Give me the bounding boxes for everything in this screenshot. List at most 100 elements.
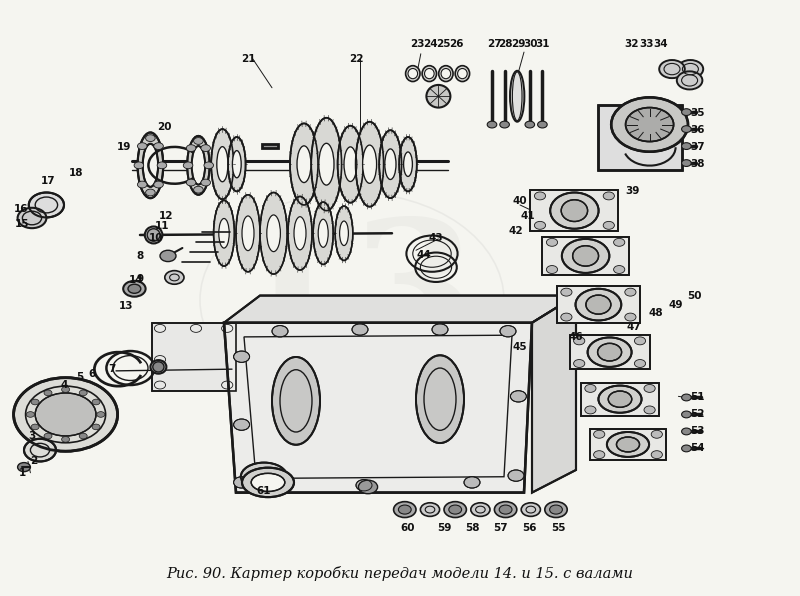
Ellipse shape bbox=[214, 200, 234, 266]
Ellipse shape bbox=[422, 66, 437, 82]
Circle shape bbox=[550, 505, 562, 514]
Circle shape bbox=[499, 505, 512, 514]
Ellipse shape bbox=[187, 136, 210, 195]
Text: 40: 40 bbox=[513, 196, 527, 206]
Text: 17: 17 bbox=[41, 176, 55, 186]
Ellipse shape bbox=[379, 131, 402, 198]
Bar bbox=[262, 144, 278, 148]
Circle shape bbox=[534, 221, 546, 229]
Circle shape bbox=[183, 162, 193, 169]
Circle shape bbox=[644, 384, 655, 392]
Text: 7: 7 bbox=[108, 364, 116, 374]
Ellipse shape bbox=[272, 357, 320, 445]
Circle shape bbox=[678, 60, 703, 78]
Circle shape bbox=[625, 288, 636, 296]
Ellipse shape bbox=[217, 147, 228, 182]
Bar bbox=[581, 383, 659, 415]
Circle shape bbox=[352, 324, 368, 335]
Circle shape bbox=[546, 266, 558, 274]
Text: 60: 60 bbox=[401, 523, 415, 533]
Circle shape bbox=[682, 428, 691, 435]
Text: 29: 29 bbox=[511, 39, 526, 49]
Circle shape bbox=[432, 324, 448, 335]
Text: 42: 42 bbox=[509, 226, 523, 236]
Ellipse shape bbox=[426, 85, 450, 108]
Circle shape bbox=[574, 337, 585, 345]
Ellipse shape bbox=[318, 143, 334, 185]
Circle shape bbox=[651, 430, 662, 438]
Bar bbox=[581, 383, 659, 415]
Circle shape bbox=[29, 193, 64, 218]
Text: 58: 58 bbox=[465, 523, 479, 533]
Ellipse shape bbox=[608, 391, 632, 407]
Circle shape bbox=[603, 192, 614, 200]
Circle shape bbox=[157, 162, 166, 169]
Circle shape bbox=[682, 394, 691, 401]
Ellipse shape bbox=[362, 145, 377, 184]
Ellipse shape bbox=[404, 152, 413, 176]
Ellipse shape bbox=[406, 66, 420, 82]
Text: 13: 13 bbox=[226, 212, 478, 388]
Circle shape bbox=[508, 470, 524, 482]
Circle shape bbox=[464, 477, 480, 488]
Ellipse shape bbox=[617, 437, 639, 452]
Circle shape bbox=[534, 192, 546, 200]
Circle shape bbox=[35, 393, 96, 436]
Ellipse shape bbox=[562, 239, 610, 273]
Circle shape bbox=[421, 503, 440, 516]
Text: 18: 18 bbox=[69, 167, 83, 178]
Ellipse shape bbox=[425, 69, 434, 79]
Circle shape bbox=[234, 419, 250, 430]
Text: 37: 37 bbox=[690, 142, 705, 152]
Circle shape bbox=[682, 411, 691, 418]
Ellipse shape bbox=[438, 66, 453, 82]
Circle shape bbox=[394, 502, 416, 517]
Circle shape bbox=[682, 160, 691, 166]
Circle shape bbox=[538, 121, 547, 128]
Text: 56: 56 bbox=[522, 523, 537, 533]
Text: 57: 57 bbox=[493, 523, 507, 533]
Ellipse shape bbox=[355, 122, 384, 207]
Ellipse shape bbox=[228, 137, 246, 191]
Circle shape bbox=[682, 445, 691, 452]
Bar bbox=[590, 429, 666, 460]
Text: 23: 23 bbox=[410, 39, 425, 49]
Text: 4: 4 bbox=[60, 380, 68, 390]
Ellipse shape bbox=[236, 195, 260, 272]
Text: 61: 61 bbox=[257, 486, 271, 496]
Ellipse shape bbox=[408, 69, 418, 79]
Ellipse shape bbox=[260, 193, 287, 274]
Circle shape bbox=[123, 281, 146, 297]
Text: 45: 45 bbox=[513, 342, 527, 352]
Circle shape bbox=[659, 60, 685, 78]
Text: 15: 15 bbox=[15, 219, 30, 229]
Circle shape bbox=[44, 433, 52, 439]
Circle shape bbox=[26, 412, 34, 417]
Ellipse shape bbox=[211, 129, 234, 199]
Ellipse shape bbox=[138, 132, 163, 198]
Circle shape bbox=[561, 288, 572, 296]
Circle shape bbox=[272, 325, 288, 337]
Text: 54: 54 bbox=[690, 443, 705, 454]
Ellipse shape bbox=[385, 149, 396, 179]
Circle shape bbox=[651, 451, 662, 459]
Text: 52: 52 bbox=[690, 409, 705, 420]
Text: 48: 48 bbox=[649, 308, 663, 318]
Circle shape bbox=[201, 145, 210, 151]
Circle shape bbox=[234, 477, 250, 488]
Text: 31: 31 bbox=[535, 39, 550, 49]
Ellipse shape bbox=[573, 246, 598, 266]
Circle shape bbox=[165, 271, 184, 284]
Circle shape bbox=[97, 412, 105, 417]
Ellipse shape bbox=[232, 151, 242, 178]
Circle shape bbox=[561, 313, 572, 321]
Circle shape bbox=[682, 108, 691, 116]
Circle shape bbox=[44, 390, 52, 396]
Text: 22: 22 bbox=[349, 54, 363, 64]
Circle shape bbox=[79, 433, 87, 439]
Ellipse shape bbox=[297, 146, 311, 182]
Circle shape bbox=[14, 378, 118, 451]
Polygon shape bbox=[152, 323, 236, 391]
Bar bbox=[598, 105, 682, 170]
Circle shape bbox=[186, 145, 196, 151]
